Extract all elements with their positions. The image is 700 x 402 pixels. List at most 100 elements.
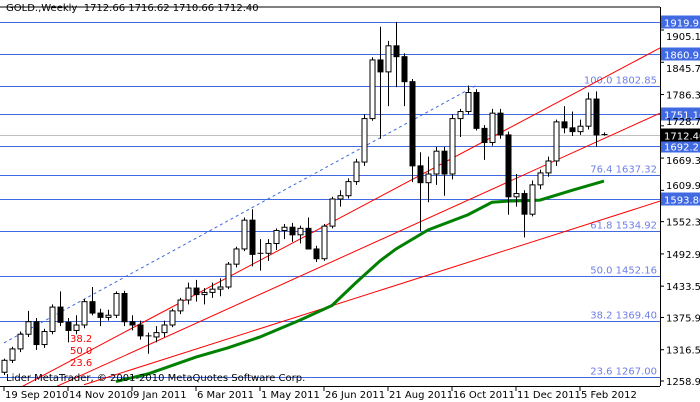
bull-candle-body	[81, 301, 88, 326]
candle	[89, 286, 96, 316]
bull-candle-body	[177, 299, 184, 312]
bear-candle-body	[593, 98, 600, 136]
fib-trend-line	[3, 85, 477, 344]
y-tick-label: 1492.90	[666, 250, 700, 261]
bull-candle-body	[49, 306, 56, 333]
y-tick-label: 1316.50	[666, 346, 700, 357]
bull-candle-body	[217, 286, 224, 290]
candle	[553, 119, 560, 166]
bull-candle-body	[513, 193, 520, 198]
price-level-tag	[661, 192, 700, 206]
candle	[545, 156, 552, 177]
trend-line	[56, 112, 660, 386]
copyright-text: Lider MetaTrader, © 2001-2010 MetaQuotes…	[6, 373, 305, 384]
bear-candle-body	[249, 219, 256, 255]
x-tick-label: 6 Mar 2011	[197, 390, 254, 401]
bear-candle-body	[409, 81, 416, 167]
bull-candle-body	[345, 181, 352, 197]
bull-candle-body	[9, 348, 16, 361]
candle	[201, 288, 208, 305]
candle	[409, 78, 416, 183]
candle	[185, 282, 192, 305]
fib-level-label: 100.0 1802.85	[584, 76, 657, 87]
y-tick-label: 1552.30	[666, 218, 700, 229]
bull-candle-body	[353, 161, 360, 183]
price-level-label: 1751.16	[664, 111, 700, 122]
bear-candle-body	[569, 127, 576, 133]
y-tick-label: 1728.70	[666, 117, 700, 128]
bull-candle-body	[297, 227, 304, 236]
bull-candle-body	[433, 150, 440, 175]
candle	[433, 146, 440, 185]
y-tick-label: 1258.90	[666, 377, 700, 388]
candle	[281, 223, 288, 240]
bull-candle-body	[225, 263, 232, 288]
bull-candle-body	[233, 248, 240, 265]
candle	[473, 89, 480, 131]
y-tick-label: 1786.30	[666, 91, 700, 102]
candle	[105, 309, 112, 321]
candle	[449, 114, 456, 180]
bull-candle-body	[281, 226, 288, 231]
candle	[41, 328, 48, 348]
candle	[361, 114, 368, 166]
candle	[425, 156, 432, 203]
bull-candle-body	[73, 324, 80, 331]
candle	[465, 85, 472, 115]
bull-candle-body	[273, 229, 280, 245]
fib-level-label: 76.4 1637.32	[590, 165, 657, 176]
bear-candle-body	[89, 301, 96, 314]
x-tick-label: 16 Oct 2011	[453, 390, 515, 401]
fan-level-label: 50.0	[70, 346, 92, 357]
candle	[57, 291, 64, 327]
bear-candle-body	[57, 306, 64, 323]
fan-level-label: 23.6	[70, 358, 92, 369]
candle	[297, 225, 304, 244]
bear-candle-body	[497, 112, 504, 136]
candle	[505, 131, 512, 215]
x-tick-label: 5 Feb 2012	[581, 390, 637, 401]
bear-candle-body	[481, 127, 488, 143]
candle	[529, 180, 536, 217]
bull-candle-body	[577, 125, 584, 133]
bid-price-label: 1712.40	[664, 132, 700, 143]
bid-price-tag	[661, 128, 700, 142]
bull-candle-body	[241, 219, 248, 250]
candle	[161, 320, 168, 337]
bear-candle-body	[393, 45, 400, 58]
candle	[177, 297, 184, 315]
price-level-tag	[661, 107, 700, 121]
fib-level-label: 50.0 1452.16	[590, 266, 657, 277]
candle	[113, 291, 120, 318]
candle	[369, 57, 376, 121]
bear-candle-body	[313, 248, 320, 260]
candle	[25, 310, 32, 337]
fib-level-label: 38.2 1369.40	[590, 311, 657, 322]
bear-candle-body	[401, 56, 408, 83]
y-tick-label: 1433.50	[666, 282, 700, 293]
fib-level-label: 61.8 1534.92	[590, 221, 657, 232]
price-level-tag	[661, 139, 700, 153]
bull-candle-body	[369, 59, 376, 120]
bull-candle-body	[585, 98, 592, 127]
bear-candle-body	[137, 324, 144, 337]
y-tick-label: 1669.30	[666, 156, 700, 167]
x-tick-label: 1 May 2011	[261, 390, 320, 401]
candle	[601, 132, 608, 136]
candle	[265, 239, 272, 261]
price-level-label: 1860.95	[664, 51, 700, 62]
bull-candle-body	[169, 310, 176, 326]
bull-candle-body	[1, 359, 8, 373]
x-tick-label: 21 Aug 2011	[389, 390, 453, 401]
bull-candle-body	[153, 332, 160, 338]
candle	[489, 108, 496, 146]
candle	[153, 326, 160, 343]
trend-line	[83, 200, 660, 386]
bull-candle-body	[41, 331, 48, 346]
candle	[241, 217, 248, 252]
ohlc-readout: 1712.66 1716.62 1710.66 1712.40	[83, 3, 259, 14]
y-tick-label: 1905.10	[666, 32, 700, 43]
bull-candle-body	[113, 292, 120, 316]
y-tick-label: 1375.90	[666, 313, 700, 324]
